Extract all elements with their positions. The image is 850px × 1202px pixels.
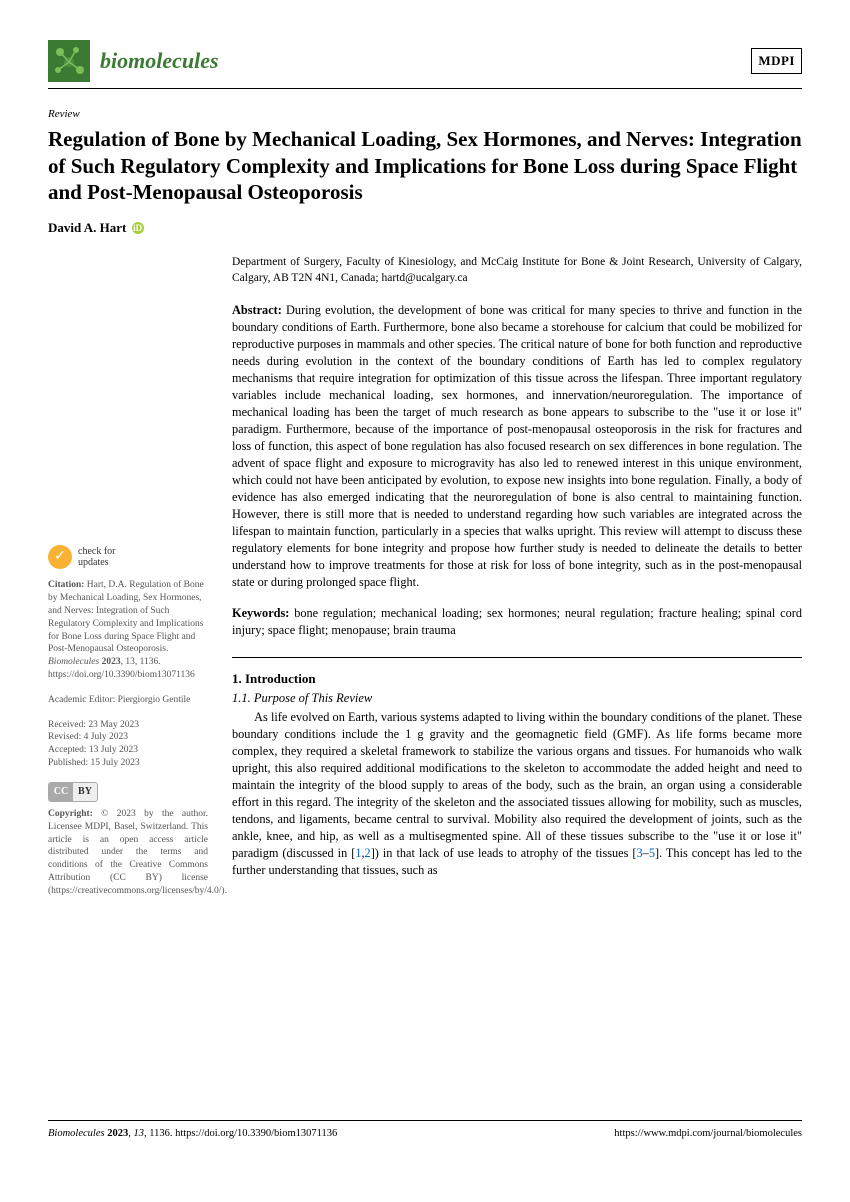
check-for-updates[interactable]: ✓ check for updates <box>48 545 208 569</box>
date-accepted: Accepted: 13 July 2023 <box>48 744 208 757</box>
affiliation: Department of Surgery, Faculty of Kinesi… <box>232 255 802 286</box>
check-updates-icon: ✓ <box>48 545 72 569</box>
check-updates-label: check for updates <box>78 546 115 568</box>
copyright-block: Copyright: © 2023 by the author. License… <box>48 808 208 898</box>
publisher-logo: MDPI <box>751 48 802 74</box>
citation-label: Citation: <box>48 580 84 590</box>
editor-label: Academic Editor: <box>48 695 115 705</box>
citation-year: 2023 <box>99 657 120 667</box>
page-footer: Biomolecules 2023, 13, 1136. https://doi… <box>48 1120 802 1142</box>
cc-by-badge[interactable]: CC BY <box>48 782 98 802</box>
footer-right[interactable]: https://www.mdpi.com/journal/biomolecule… <box>614 1127 802 1142</box>
article-title: Regulation of Bone by Mechanical Loading… <box>48 126 802 205</box>
page-header: biomolecules MDPI <box>48 40 802 82</box>
citation-text: Hart, D.A. Regulation of Bone by Mechani… <box>48 580 204 654</box>
keywords-text: bone regulation; mechanical loading; sex… <box>232 606 802 637</box>
journal-name: biomolecules <box>100 46 219 77</box>
journal-icon <box>48 40 90 82</box>
date-received: Received: 23 May 2023 <box>48 719 208 732</box>
abstract-block: Abstract: During evolution, the developm… <box>232 302 802 590</box>
abstract-text: During evolution, the development of bon… <box>232 303 802 589</box>
section-1-heading: 1. Introduction <box>232 670 802 688</box>
author-name: David A. Hart <box>48 220 126 235</box>
section-rule <box>232 657 802 658</box>
editor-name: Piergiorgio Gentile <box>118 695 191 705</box>
citation-block: Citation: Hart, D.A. Regulation of Bone … <box>48 579 208 682</box>
article-type: Review <box>48 107 802 122</box>
section-1-1-heading: 1.1. Purpose of This Review <box>232 690 802 707</box>
orcid-icon[interactable]: iD <box>132 222 144 234</box>
header-rule <box>48 88 802 89</box>
abstract-label: Abstract: <box>232 303 282 317</box>
date-revised: Revised: 4 July 2023 <box>48 731 208 744</box>
keywords-block: Keywords: bone regulation; mechanical lo… <box>232 605 802 639</box>
sidebar: ✓ check for updates Citation: Hart, D.A.… <box>48 255 208 897</box>
copyright-label: Copyright: <box>48 809 93 819</box>
body-paragraph-1: As life evolved on Earth, various system… <box>232 709 802 879</box>
editor-block: Academic Editor: Piergiorgio Gentile <box>48 694 208 707</box>
cc-icon: CC <box>49 783 73 801</box>
keywords-label: Keywords: <box>232 606 289 620</box>
citation-journal: Biomolecules <box>48 657 99 667</box>
by-icon: BY <box>73 783 97 801</box>
date-published: Published: 15 July 2023 <box>48 757 208 770</box>
footer-left: Biomolecules 2023, 13, 1136. https://doi… <box>48 1127 337 1142</box>
journal-brand: biomolecules <box>48 40 219 82</box>
dates-block: Received: 23 May 2023 Revised: 4 July 20… <box>48 719 208 770</box>
copyright-text: © 2023 by the author. Licensee MDPI, Bas… <box>48 809 227 896</box>
author-line: David A. Hart iD <box>48 219 802 237</box>
main-content: Department of Surgery, Faculty of Kinesi… <box>232 255 802 897</box>
